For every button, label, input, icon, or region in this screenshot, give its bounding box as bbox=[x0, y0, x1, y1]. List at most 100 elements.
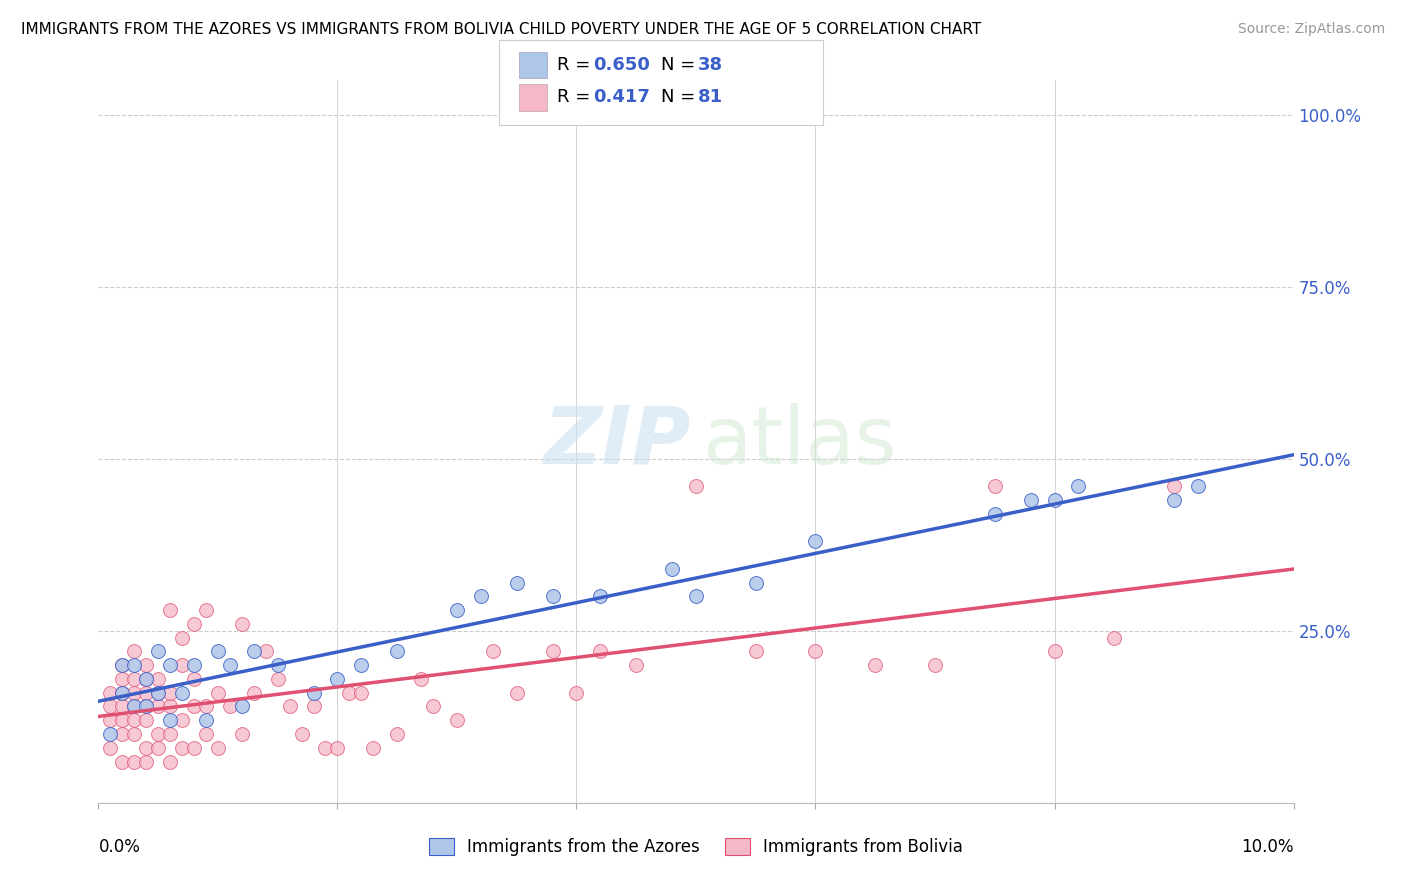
Point bbox=[183, 699, 205, 714]
Point bbox=[148, 644, 170, 658]
Text: 0.0%: 0.0% bbox=[98, 838, 141, 855]
Point bbox=[172, 631, 194, 645]
Point bbox=[1163, 479, 1185, 493]
Point bbox=[231, 699, 253, 714]
Point bbox=[865, 658, 887, 673]
Point bbox=[124, 686, 146, 700]
Point bbox=[98, 699, 122, 714]
Point bbox=[159, 658, 181, 673]
Point bbox=[626, 658, 648, 673]
Point bbox=[541, 590, 564, 604]
Point bbox=[267, 658, 290, 673]
Point bbox=[254, 644, 277, 658]
Point bbox=[195, 603, 218, 617]
Point bbox=[565, 686, 588, 700]
Point bbox=[195, 699, 218, 714]
Point bbox=[385, 727, 409, 741]
Point bbox=[207, 686, 229, 700]
Point bbox=[278, 699, 301, 714]
Point bbox=[291, 727, 314, 741]
Point bbox=[124, 644, 146, 658]
Point bbox=[339, 686, 361, 700]
Point bbox=[135, 658, 157, 673]
Point bbox=[135, 672, 157, 686]
Point bbox=[231, 727, 253, 741]
Point bbox=[135, 699, 157, 714]
Text: R =: R = bbox=[557, 56, 596, 74]
Point bbox=[111, 699, 134, 714]
Text: 38: 38 bbox=[697, 56, 723, 74]
Point bbox=[326, 672, 349, 686]
Point bbox=[984, 479, 1007, 493]
Point bbox=[98, 740, 122, 755]
Point bbox=[231, 616, 253, 631]
Point bbox=[411, 672, 433, 686]
Point bbox=[148, 686, 170, 700]
Point bbox=[148, 686, 170, 700]
Point bbox=[267, 672, 290, 686]
Point bbox=[135, 699, 157, 714]
Point bbox=[124, 755, 146, 769]
Point bbox=[159, 699, 181, 714]
Text: 0.650: 0.650 bbox=[593, 56, 650, 74]
Point bbox=[589, 644, 612, 658]
Point bbox=[124, 699, 146, 714]
Point bbox=[385, 644, 409, 658]
Point bbox=[243, 686, 266, 700]
Point bbox=[124, 727, 146, 741]
Point bbox=[1163, 493, 1185, 508]
Point bbox=[98, 686, 122, 700]
Point bbox=[159, 713, 181, 727]
Point bbox=[422, 699, 444, 714]
Point bbox=[135, 686, 157, 700]
Point bbox=[446, 713, 468, 727]
Point bbox=[1019, 493, 1042, 508]
Point bbox=[541, 644, 564, 658]
Point bbox=[111, 755, 134, 769]
Point bbox=[172, 713, 194, 727]
Point bbox=[506, 575, 529, 590]
Point bbox=[159, 603, 181, 617]
Point bbox=[804, 644, 827, 658]
Point bbox=[661, 562, 683, 576]
Point bbox=[207, 644, 229, 658]
Point bbox=[172, 658, 194, 673]
Text: N =: N = bbox=[661, 88, 700, 106]
Point bbox=[195, 727, 218, 741]
Point bbox=[482, 644, 505, 658]
Point bbox=[924, 658, 946, 673]
Text: N =: N = bbox=[661, 56, 700, 74]
Point bbox=[745, 575, 768, 590]
Point bbox=[302, 699, 325, 714]
Point bbox=[159, 686, 181, 700]
Point bbox=[124, 713, 146, 727]
Point bbox=[183, 740, 205, 755]
Point bbox=[148, 672, 170, 686]
Point bbox=[1104, 631, 1126, 645]
Point bbox=[148, 727, 170, 741]
Point bbox=[1187, 479, 1209, 493]
Point bbox=[135, 672, 157, 686]
Point bbox=[111, 686, 134, 700]
Text: atlas: atlas bbox=[702, 402, 896, 481]
Point bbox=[350, 658, 373, 673]
Point bbox=[135, 755, 157, 769]
Point bbox=[1043, 644, 1066, 658]
Point bbox=[148, 699, 170, 714]
Point bbox=[243, 644, 266, 658]
Point bbox=[984, 507, 1007, 521]
Point bbox=[363, 740, 385, 755]
Point bbox=[124, 672, 146, 686]
Point bbox=[589, 590, 612, 604]
Point bbox=[124, 699, 146, 714]
Point bbox=[219, 699, 242, 714]
Point bbox=[506, 686, 529, 700]
Point bbox=[111, 672, 134, 686]
Point bbox=[745, 644, 768, 658]
Point bbox=[804, 534, 827, 549]
Text: IMMIGRANTS FROM THE AZORES VS IMMIGRANTS FROM BOLIVIA CHILD POVERTY UNDER THE AG: IMMIGRANTS FROM THE AZORES VS IMMIGRANTS… bbox=[21, 22, 981, 37]
Point bbox=[195, 713, 218, 727]
Point bbox=[98, 727, 122, 741]
Point bbox=[350, 686, 373, 700]
Point bbox=[685, 590, 707, 604]
